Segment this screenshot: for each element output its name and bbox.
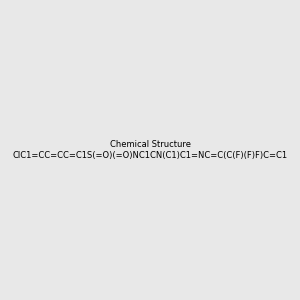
Text: Chemical Structure
ClC1=CC=CC=C1S(=O)(=O)NC1CN(C1)C1=NC=C(C(F)(F)F)C=C1: Chemical Structure ClC1=CC=CC=C1S(=O)(=O… (12, 140, 288, 160)
